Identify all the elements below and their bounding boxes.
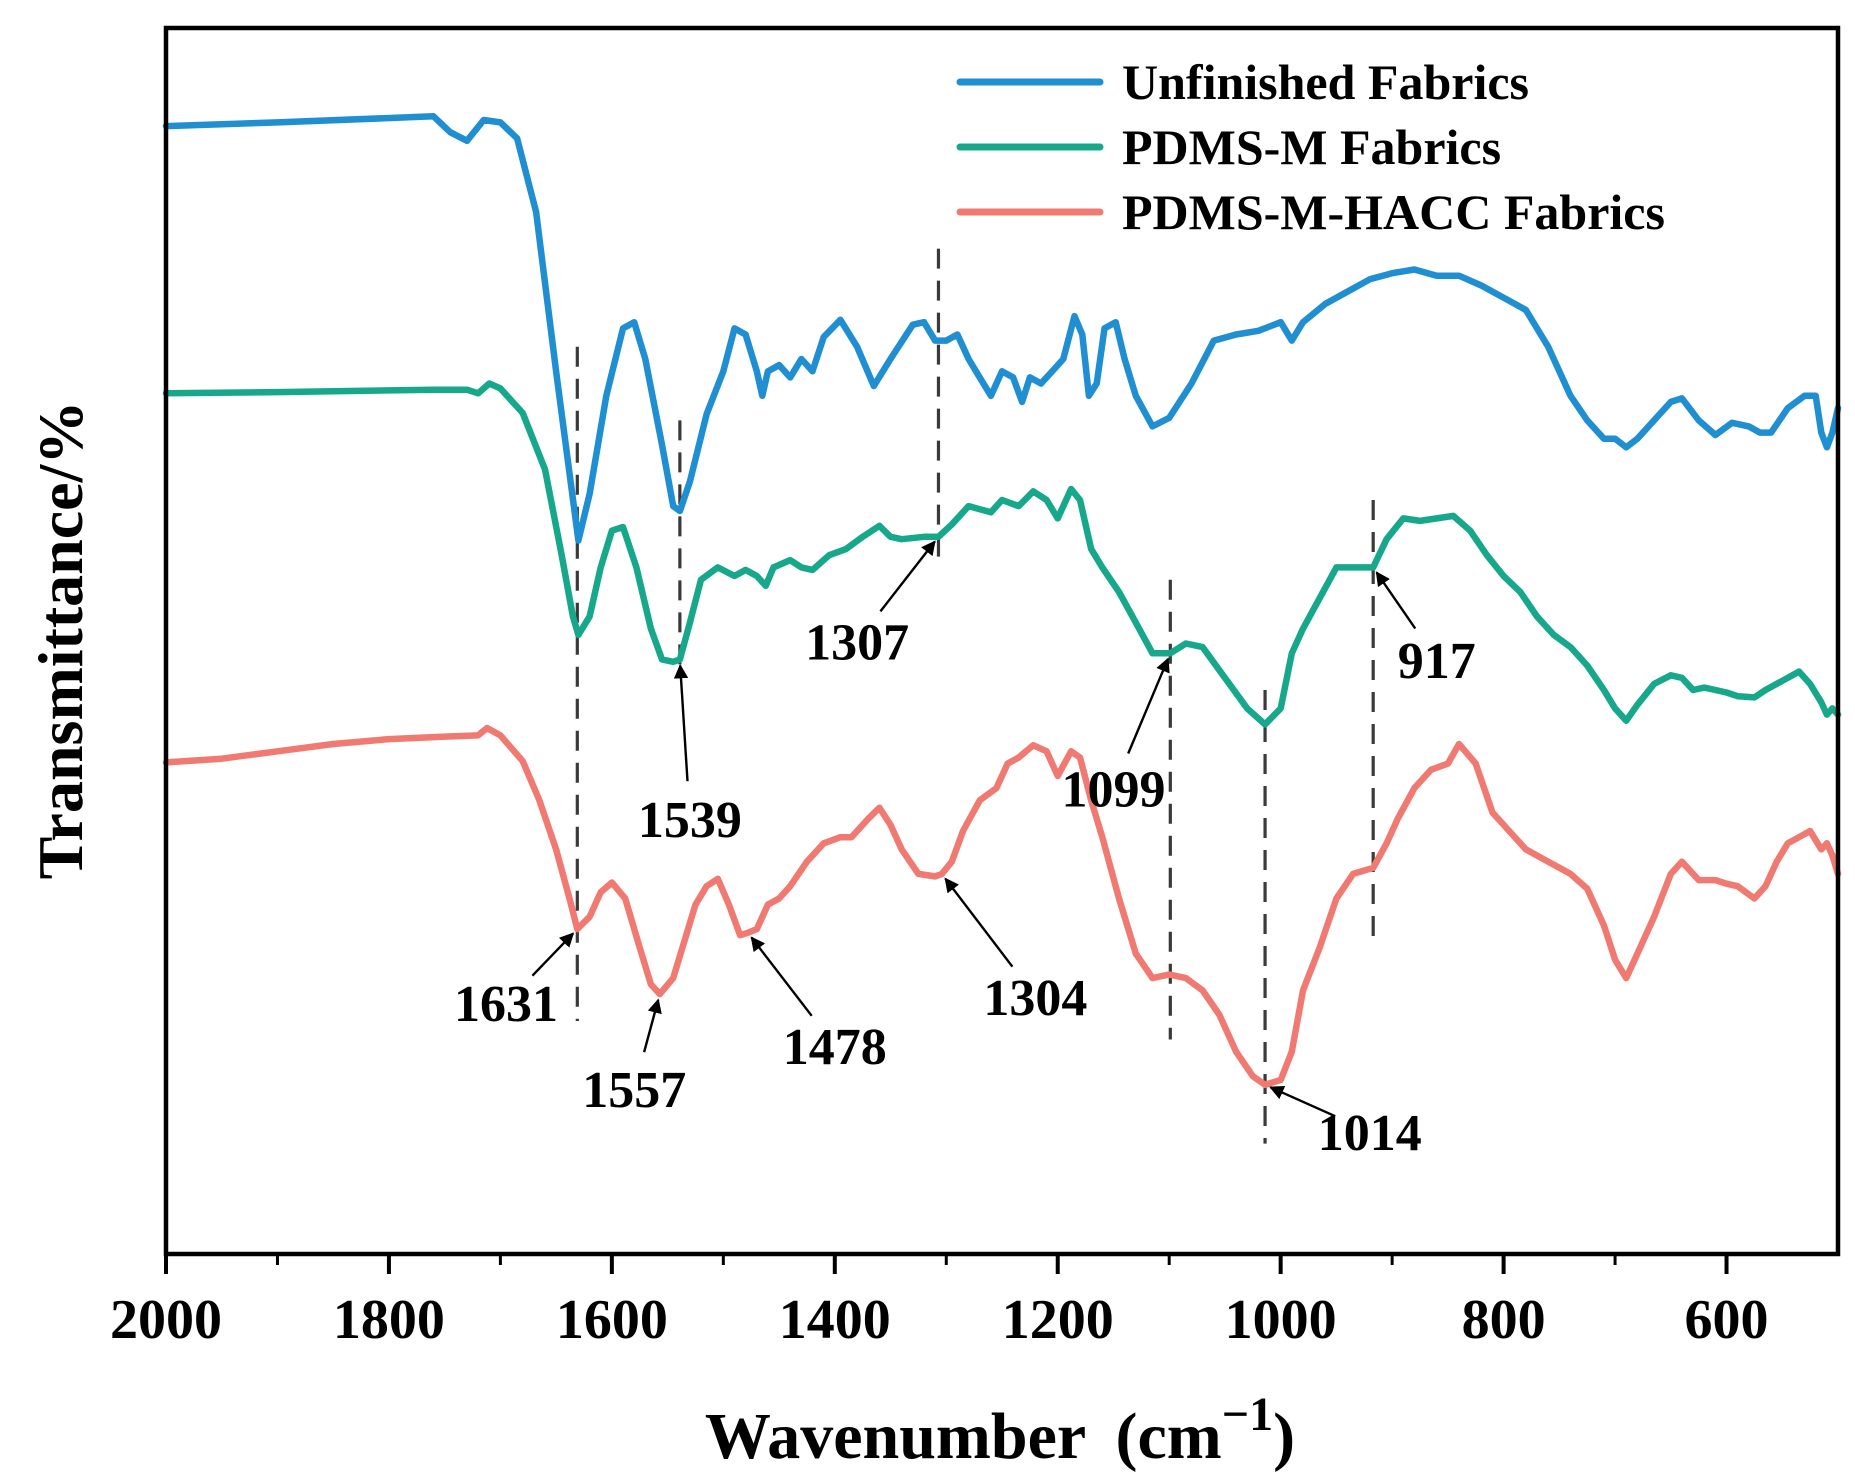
legend: Unfinished Fabrics PDMS-M Fabrics PDMS-M-H… [956, 54, 1665, 240]
plot-frame [163, 25, 1841, 1257]
legend-label-3: PDMS-M-HACC Fabrics [1122, 184, 1665, 240]
x-axis-ticks: 2000 1800 1600 1400 1200 1000 800 600 [110, 1254, 1769, 1351]
legend-label-2: PDMS-M Fabrics [1122, 119, 1501, 175]
x-axis-label: Wavenumber (cm−1) [705, 1388, 1295, 1473]
annotation-arrow-1631 [531, 932, 575, 977]
annotation-label-1307: 1307 [805, 614, 909, 671]
x-tick-label-1000: 1000 [1225, 1289, 1337, 1351]
x-tick-label-1200: 1200 [1002, 1289, 1114, 1351]
series-line-2 [162, 380, 1842, 728]
x-tick-label-1400: 1400 [779, 1289, 891, 1351]
annotation-label-1304: 1304 [983, 970, 1087, 1027]
annotation-label-1631: 1631 [454, 976, 558, 1033]
series-line-1 [162, 113, 1842, 544]
annotation-arrow-1557 [642, 998, 662, 1053]
x-tick-label-2000: 2000 [110, 1289, 222, 1351]
annotation-label-1557: 1557 [582, 1062, 686, 1119]
annotation-arrow-1307 [879, 540, 936, 613]
annotation-arrow-1539 [673, 663, 689, 782]
x-tick-label-1800: 1800 [333, 1289, 445, 1351]
x-tick-label-600: 600 [1685, 1289, 1769, 1351]
annotation-label-1014: 1014 [1318, 1105, 1422, 1162]
peak-annotations: 1631 1557 1478 1304 1014 1539 1307 1099 917 [454, 540, 1476, 1162]
annotation-arrow-917 [1375, 571, 1417, 630]
annotation-label-1478: 1478 [783, 1019, 887, 1076]
x-axis-unit-base: (cm [1116, 1400, 1222, 1473]
x-tick-label-1600: 1600 [556, 1289, 668, 1351]
series-line-3 [162, 724, 1842, 1089]
annotation-label-917: 917 [1398, 633, 1476, 690]
x-axis-unit-close: ) [1273, 1400, 1295, 1473]
y-axis-label: Transmittance/% [25, 401, 96, 880]
annotation-arrow-1478 [750, 936, 813, 1017]
annotation-label-1539: 1539 [638, 792, 742, 849]
legend-label-1: Unfinished Fabrics [1122, 54, 1529, 110]
x-tick-label-800: 800 [1462, 1289, 1546, 1351]
annotation-arrow-1014 [1269, 1086, 1336, 1118]
x-axis-unit-exponent: −1 [1222, 1388, 1273, 1441]
series-layer [162, 113, 1842, 1089]
x-axis-title: Wavenumber [705, 1400, 1085, 1473]
annotation-label-1099: 1099 [1062, 762, 1166, 819]
annotation-arrow-1099 [1127, 657, 1170, 754]
annotation-arrow-1304 [944, 877, 1014, 968]
